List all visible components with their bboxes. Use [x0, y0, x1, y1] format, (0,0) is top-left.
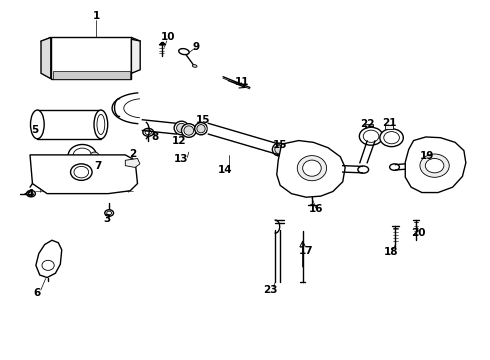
Ellipse shape	[390, 164, 399, 170]
Polygon shape	[277, 140, 345, 197]
Ellipse shape	[303, 160, 321, 176]
Text: 4: 4	[26, 189, 34, 199]
Text: 3: 3	[103, 215, 111, 224]
Ellipse shape	[297, 156, 327, 181]
Ellipse shape	[74, 166, 89, 178]
Ellipse shape	[197, 125, 205, 133]
Ellipse shape	[174, 121, 189, 135]
Text: 6: 6	[34, 288, 41, 298]
Text: 20: 20	[411, 228, 426, 238]
Ellipse shape	[384, 132, 399, 144]
Text: 19: 19	[419, 150, 434, 161]
Ellipse shape	[29, 192, 33, 195]
Text: 17: 17	[299, 246, 314, 256]
Ellipse shape	[107, 211, 112, 215]
Ellipse shape	[176, 123, 186, 133]
Ellipse shape	[363, 130, 379, 142]
Text: 5: 5	[31, 125, 39, 135]
Text: 18: 18	[383, 247, 398, 257]
Ellipse shape	[184, 126, 194, 135]
Ellipse shape	[68, 144, 97, 167]
Text: 14: 14	[218, 165, 233, 175]
Text: 15: 15	[196, 115, 211, 125]
Ellipse shape	[42, 260, 54, 270]
Ellipse shape	[90, 152, 99, 159]
Ellipse shape	[26, 190, 35, 197]
Ellipse shape	[425, 158, 444, 173]
Text: 11: 11	[235, 77, 250, 87]
Ellipse shape	[71, 164, 92, 180]
Ellipse shape	[94, 110, 108, 139]
Text: 9: 9	[193, 42, 200, 52]
Polygon shape	[53, 71, 130, 79]
Ellipse shape	[380, 129, 403, 147]
Ellipse shape	[192, 65, 197, 67]
Polygon shape	[36, 240, 62, 278]
Ellipse shape	[275, 145, 284, 154]
Ellipse shape	[358, 166, 368, 173]
Text: 15: 15	[273, 140, 288, 150]
Polygon shape	[112, 93, 140, 123]
Ellipse shape	[145, 130, 151, 135]
Polygon shape	[208, 123, 279, 155]
Polygon shape	[125, 158, 140, 167]
Polygon shape	[37, 110, 101, 139]
Text: 1: 1	[92, 11, 99, 21]
Ellipse shape	[359, 127, 383, 145]
Ellipse shape	[181, 124, 196, 137]
Text: 21: 21	[382, 118, 396, 128]
Ellipse shape	[179, 49, 189, 55]
Ellipse shape	[30, 110, 44, 139]
Polygon shape	[51, 37, 131, 79]
Ellipse shape	[105, 210, 114, 216]
Polygon shape	[131, 39, 140, 73]
Ellipse shape	[420, 154, 449, 177]
Text: 7: 7	[94, 161, 101, 171]
Ellipse shape	[272, 143, 286, 156]
Polygon shape	[41, 37, 51, 79]
Ellipse shape	[73, 148, 92, 163]
Text: 2: 2	[129, 149, 136, 159]
Text: 10: 10	[161, 32, 175, 42]
Bar	[365, 124, 372, 127]
Polygon shape	[405, 137, 466, 193]
Text: 8: 8	[151, 132, 158, 142]
Ellipse shape	[195, 123, 207, 135]
Text: 12: 12	[172, 136, 186, 146]
Polygon shape	[30, 155, 138, 194]
Text: 13: 13	[174, 154, 189, 164]
Bar	[385, 125, 393, 129]
Text: 16: 16	[309, 204, 323, 215]
Ellipse shape	[97, 114, 105, 134]
Text: 23: 23	[263, 285, 278, 296]
Ellipse shape	[143, 129, 154, 136]
Text: 22: 22	[360, 120, 374, 129]
